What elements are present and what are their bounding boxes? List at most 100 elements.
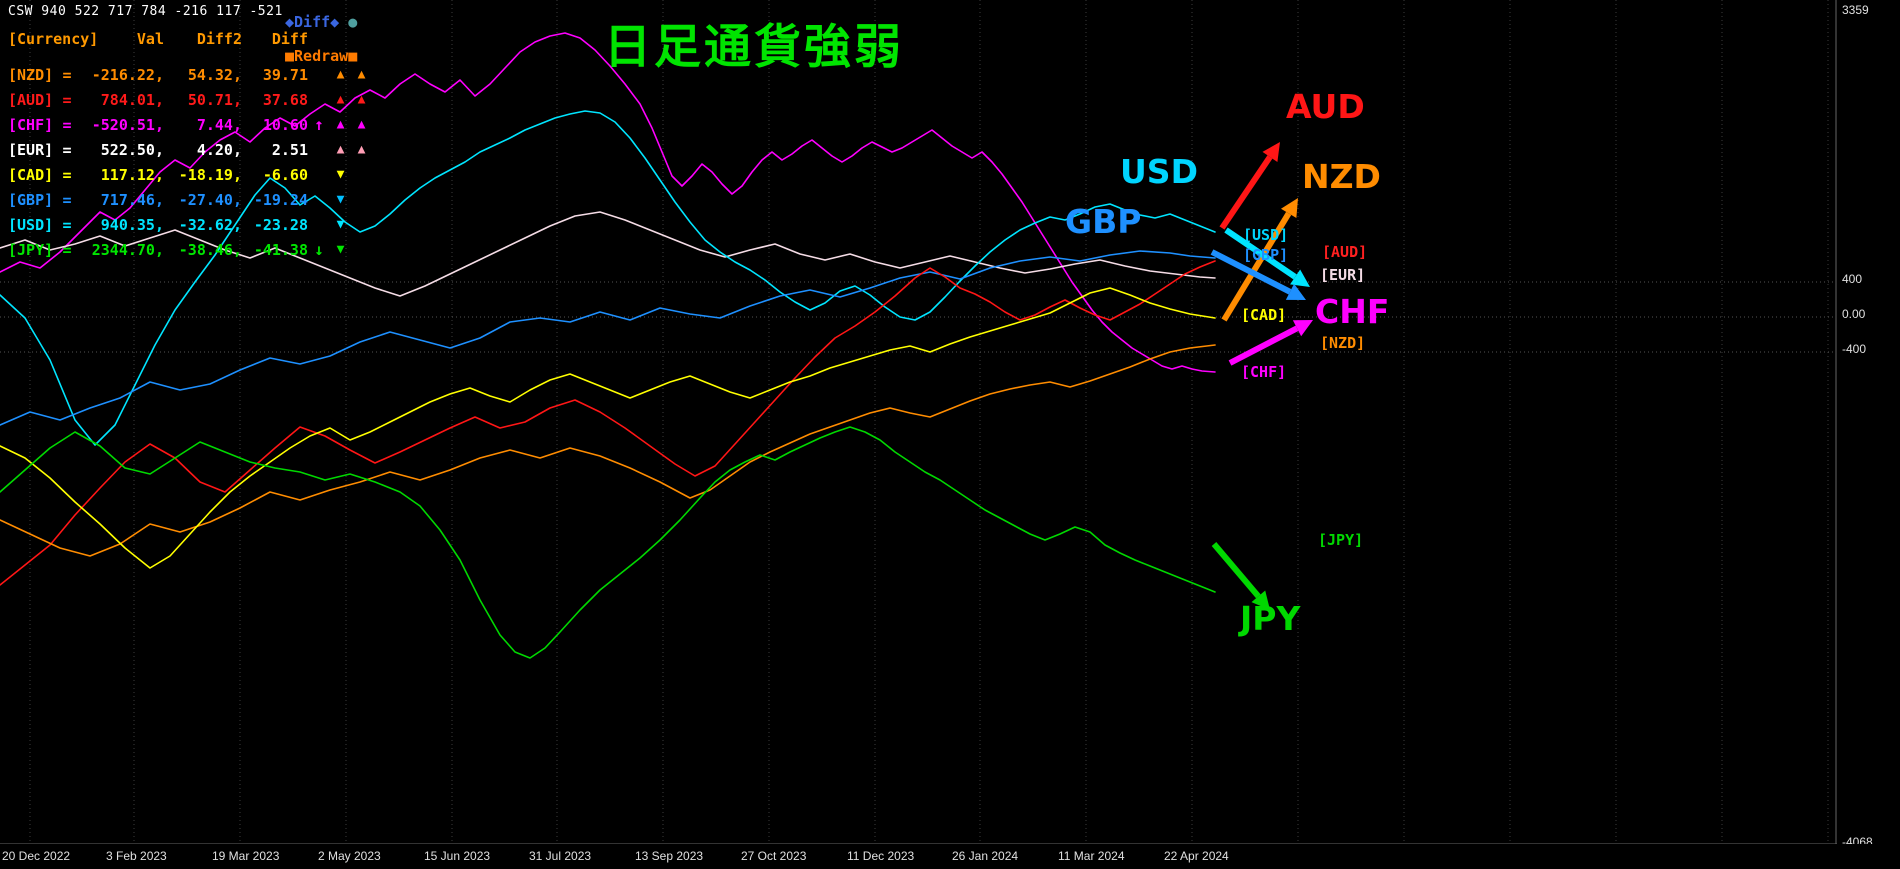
csw-indicator-values: CSW 940 522 717 784 -216 117 -521: [8, 4, 283, 19]
equals-sign: =: [62, 140, 72, 159]
time-axis-label: 15 Jun 2023: [424, 849, 491, 863]
time-axis-label: 13 Sep 2023: [635, 849, 704, 863]
usd-big-label: USD: [1120, 152, 1198, 191]
currency-diff2: 50.71,: [187, 90, 242, 109]
currency-diff2: -18.19,: [178, 165, 242, 184]
currency-value: 522.50,: [100, 140, 164, 159]
currency-code: [AUD]: [8, 90, 54, 109]
series-line-chf: [0, 32, 1216, 373]
price-axis-label: 0.00: [1842, 307, 1866, 321]
trend-up-icon: ▲: [357, 67, 366, 82]
gbp-big-label: GBP: [1065, 202, 1142, 241]
currency-diff2: 54.32,: [187, 65, 242, 84]
currency-diff: 37.68: [262, 90, 308, 109]
series-end-label-chf: [CHF]: [1241, 363, 1287, 381]
currency-value: 717.46,: [100, 190, 164, 209]
aud-trend-arrow-head: [1262, 142, 1280, 162]
series-line-jpy: [0, 426, 1216, 659]
chart-title: 日足通貨強弱: [604, 20, 904, 75]
trend-up-icon: ▲: [357, 117, 366, 132]
trend-up-icon: ▲: [336, 142, 345, 157]
trend-down-icon: ▼: [336, 217, 345, 232]
price-axis-label: 3359: [1842, 3, 1869, 17]
time-axis-label: 11 Mar 2024: [1058, 849, 1125, 863]
price-axis-label: 400: [1842, 272, 1863, 286]
time-axis-label: 20 Dec 2022: [2, 849, 71, 863]
equals-sign: =: [62, 240, 72, 259]
equals-sign: =: [62, 115, 72, 134]
jpy-big-label: JPY: [1240, 599, 1301, 638]
series-line-cad: [0, 287, 1216, 569]
equals-sign: =: [62, 65, 72, 84]
time-axis-label: 27 Oct 2023: [741, 849, 807, 863]
aud-trend-arrow: [1219, 155, 1273, 230]
series-end-label-aud: [AUD]: [1322, 243, 1368, 261]
aud-big-label: AUD: [1286, 87, 1365, 126]
currency-value: -216.22,: [91, 65, 164, 84]
equals-sign: =: [62, 190, 72, 209]
legend-row-nzd: [NZD] = -216.22, 54.32, 39.71 ▲ ▲: [8, 62, 372, 87]
gbp-trend-arrow-head: [1285, 283, 1306, 300]
nzd-trend-arrow-head: [1280, 198, 1298, 219]
diff-toggle-button[interactable]: ◆Diff◆ ●: [285, 13, 357, 31]
chf-trend-arrow: [1228, 325, 1299, 366]
trend-down-icon: ▼: [336, 192, 345, 207]
diff-toggle-label: ◆Diff◆: [285, 13, 340, 31]
price-axis[interactable]: 3359 400 0.00 -400 -4068: [1837, 0, 1900, 849]
series-end-label-jpy: [JPY]: [1318, 531, 1364, 549]
time-axis-label: 2 May 2023: [318, 849, 381, 863]
chf-trend-arrow-head: [1292, 320, 1313, 337]
equals-sign: =: [62, 215, 72, 234]
currency-diff2: -38.46,: [178, 240, 242, 259]
time-axis[interactable]: 20 Dec 2022 3 Feb 2023 19 Mar 2023 2 May 20…: [0, 844, 1900, 869]
currency-diff: 39.71: [262, 65, 308, 84]
arrow-up-icon: ↑: [314, 115, 324, 134]
currency-code: [CAD]: [8, 165, 54, 184]
currency-diff2: -32.62,: [178, 215, 242, 234]
legend-row-eur: [EUR] = 522.50, 4.20, 2.51 ▲ ▲: [8, 137, 372, 162]
currency-diff2: 4.20,: [196, 140, 242, 159]
jpy-trend-arrow-head: [1251, 590, 1270, 610]
chf-big-label: CHF: [1315, 292, 1390, 331]
currency-strength-legend: [NZD] = -216.22, 54.32, 39.71 ▲ ▲ [AUD] = 784.01,…: [8, 62, 372, 262]
legend-header: [Currency] Val Diff2 Diff: [8, 30, 308, 48]
time-axis-label: 22 Apr 2024: [1164, 849, 1229, 863]
currency-value: -520.51,: [91, 115, 164, 134]
trend-up-icon: ▲: [357, 92, 366, 107]
redraw-toggle-button[interactable]: ■Redraw■: [285, 47, 358, 65]
usd-trend-arrow: [1224, 227, 1297, 280]
time-axis-label: 3 Feb 2023: [106, 849, 167, 863]
currency-value: 784.01,: [100, 90, 164, 109]
equals-sign: =: [62, 90, 72, 109]
currency-diff: -19.24: [253, 190, 308, 209]
time-axis-label: 11 Dec 2023: [847, 849, 915, 863]
currency-code: [GBP]: [8, 190, 54, 209]
currency-diff2: -27.40,: [178, 190, 242, 209]
series-end-label-cad: [CAD]: [1241, 306, 1287, 324]
series-end-label-nzd: [NZD]: [1320, 334, 1366, 352]
trend-up-icon: ▲: [336, 92, 345, 107]
legend-header-diff: Diff: [271, 30, 308, 48]
gbp-trend-arrow: [1210, 249, 1292, 295]
currency-diff: -41.38: [253, 240, 308, 259]
series-line-nzd: [0, 344, 1216, 557]
currency-value: 940.35,: [100, 215, 164, 234]
currency-value: 2344.70,: [91, 240, 164, 259]
currency-diff: -23.28: [253, 215, 308, 234]
series-line-usd: [0, 110, 1216, 446]
currency-code: [USD]: [8, 215, 54, 234]
series-line-gbp: [0, 250, 1216, 426]
nzd-big-label: NZD: [1302, 157, 1381, 196]
series-end-label-eur: [EUR]: [1320, 266, 1366, 284]
currency-diff: 2.51: [271, 140, 308, 159]
equals-sign: =: [62, 165, 72, 184]
legend-row-gbp: [GBP] = 717.46, -27.40, -19.24 ▼: [8, 187, 372, 212]
price-axis-label: -400: [1842, 342, 1867, 356]
trend-down-icon: ▼: [336, 242, 345, 257]
series-line-aud: [0, 260, 1216, 586]
series-end-label-usd: [USD]: [1243, 226, 1289, 244]
time-axis-label: 19 Mar 2023: [212, 849, 280, 863]
currency-value: 117.12,: [100, 165, 164, 184]
